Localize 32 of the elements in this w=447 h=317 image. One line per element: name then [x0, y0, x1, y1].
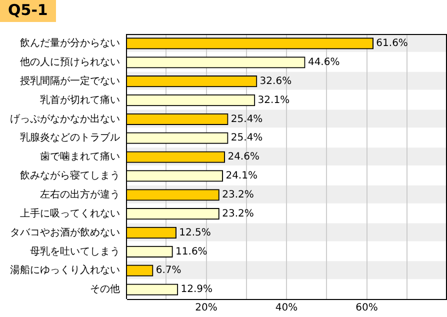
data-label: 12.5% — [179, 227, 211, 238]
data-label: 25.4% — [230, 132, 263, 144]
data-label: 6.7% — [156, 265, 182, 276]
y-tick-label: 母乳を吐いてしまう — [30, 245, 120, 258]
data-label: 24.1% — [226, 170, 258, 182]
y-tick-label: その他 — [90, 283, 120, 296]
data-label: 61.6% — [376, 38, 408, 50]
data-label: 25.4% — [230, 114, 263, 125]
data-label: 32.1% — [258, 94, 290, 106]
y-tick-label: 左右の出方が違う — [40, 188, 120, 200]
data-label: 23.2% — [222, 208, 254, 220]
y-tick-label: 乳腺炎などのトラブル — [20, 132, 120, 144]
data-label: 44.6% — [308, 56, 340, 68]
data-label: 32.6% — [260, 76, 292, 87]
y-tick-label: タバコやお酒が飲めない — [10, 226, 120, 238]
y-tick-label: 湯船にゆっくり入れない — [10, 264, 120, 276]
y-tick-label: 飲んだ量が分からない — [20, 37, 120, 50]
y-tick-label: 他の人に預けられない — [20, 56, 120, 68]
y-tick-label: 歯で噛まれて痛い — [40, 150, 120, 163]
data-label: 24.6% — [228, 152, 260, 163]
chart-title: Q5-1 — [0, 0, 56, 22]
data-label: 12.9% — [180, 284, 213, 296]
y-tick-label: げっぷがなかなか出ない — [10, 112, 120, 125]
y-tick-label: 上手に吸ってくれない — [20, 207, 120, 220]
data-label: 23.2% — [222, 189, 254, 200]
x-tick-label: 20% — [195, 302, 218, 314]
y-tick-label: 乳首が切れて痛い — [40, 94, 120, 106]
x-tick-label: 40% — [275, 302, 298, 314]
x-tick-label: 60% — [356, 302, 378, 314]
y-tick-label: 授乳間隔が一定でない — [20, 74, 120, 87]
y-tick-label: 飲みながら寝てしまう — [20, 170, 120, 182]
data-label: 11.6% — [176, 246, 208, 258]
